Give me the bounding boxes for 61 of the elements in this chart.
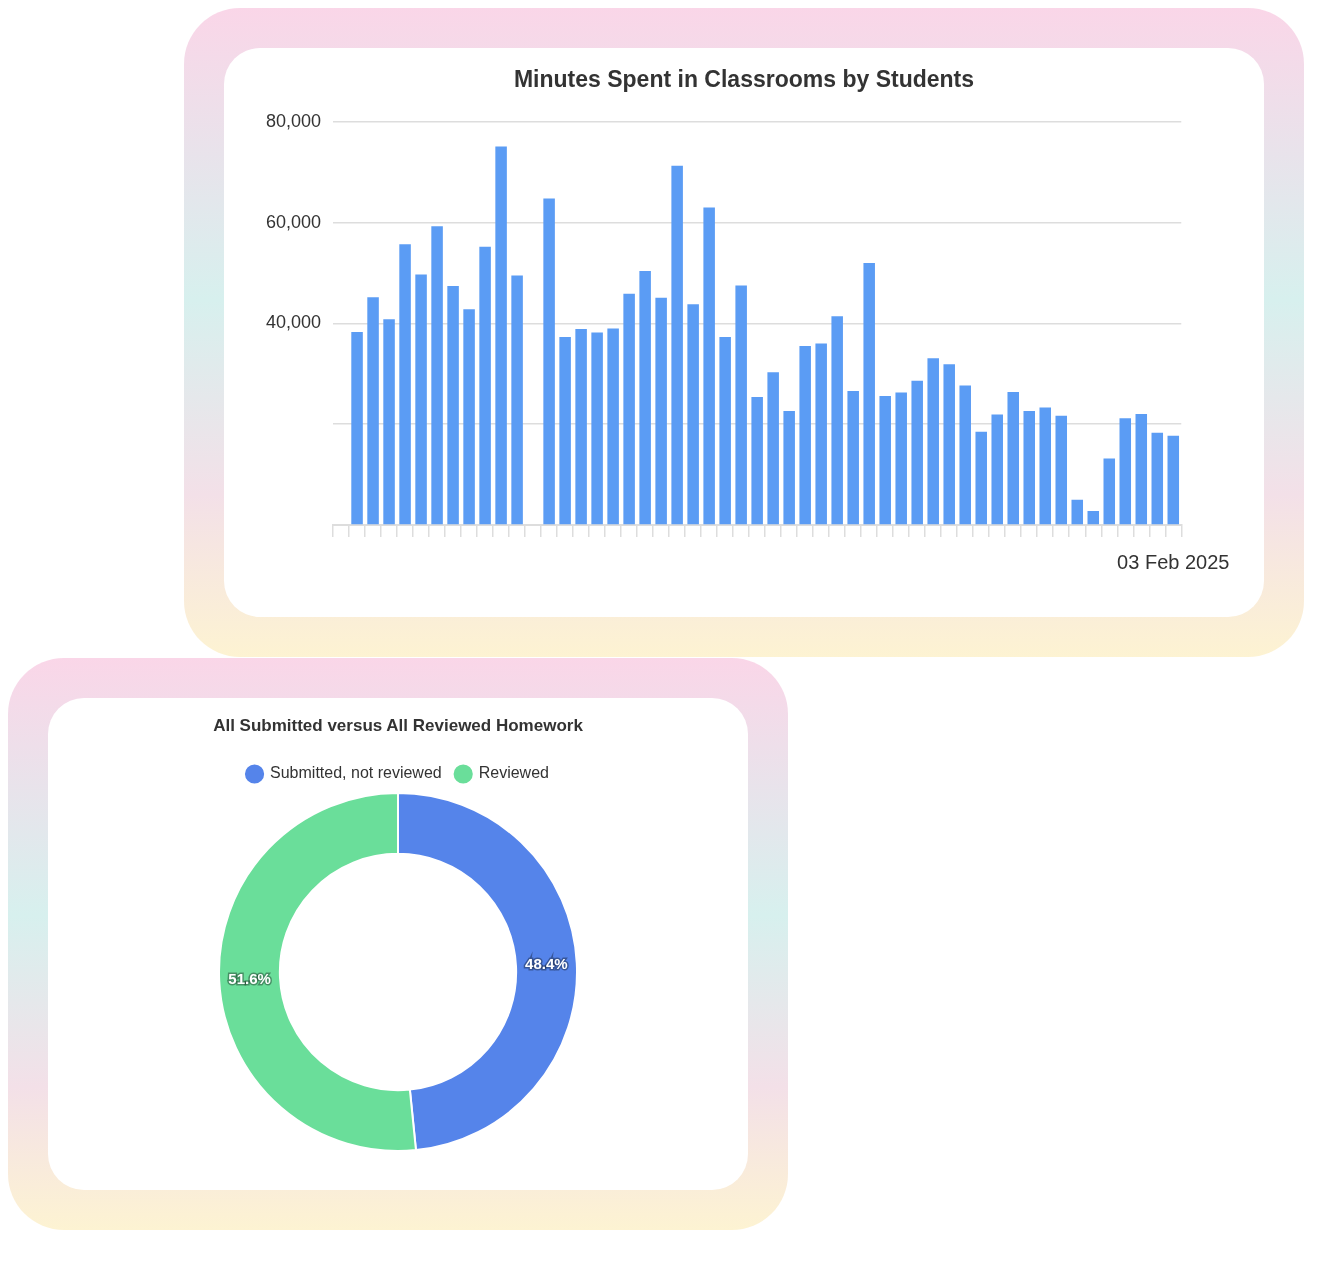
y-tick-label: 80,000 bbox=[265, 110, 322, 131]
bar bbox=[351, 331, 363, 525]
bar bbox=[735, 285, 747, 525]
bar bbox=[463, 309, 475, 525]
bar bbox=[639, 270, 651, 525]
bar bbox=[607, 328, 619, 525]
y-tick-label: 40,000 bbox=[265, 312, 322, 333]
bar bbox=[543, 198, 555, 525]
bar bbox=[623, 293, 635, 525]
legend-label: Submitted, not reviewed bbox=[270, 764, 442, 782]
bar bbox=[1007, 391, 1019, 525]
bar bbox=[447, 286, 459, 525]
bar bbox=[1071, 499, 1084, 525]
bar bbox=[847, 390, 859, 525]
chart-title: Minutes Spent in Classrooms by Students bbox=[512, 66, 976, 93]
bar bbox=[575, 328, 587, 525]
bar bbox=[943, 364, 955, 525]
bar bbox=[495, 146, 507, 525]
bar bbox=[959, 385, 971, 525]
bar bbox=[767, 372, 779, 525]
bar bbox=[511, 275, 523, 525]
bar bbox=[591, 332, 603, 525]
bar bbox=[703, 207, 715, 525]
bar bbox=[383, 319, 395, 525]
data-label: 48.4% bbox=[525, 954, 568, 972]
bar bbox=[559, 337, 571, 525]
bar bbox=[367, 297, 379, 525]
bar bbox=[1087, 510, 1100, 525]
bar bbox=[991, 414, 1003, 525]
x-tick-label: 03 Feb 2025 bbox=[1117, 550, 1230, 573]
bar bbox=[911, 380, 923, 525]
bar bbox=[799, 346, 811, 525]
bar bbox=[975, 431, 987, 525]
bar bbox=[687, 304, 699, 525]
bar bbox=[1055, 415, 1068, 525]
bar bbox=[479, 246, 491, 525]
bar bbox=[719, 337, 731, 525]
bar bbox=[655, 297, 667, 525]
bar bbox=[815, 343, 827, 525]
bar bbox=[831, 316, 843, 525]
data-label: 51.6% bbox=[228, 969, 271, 987]
bar bbox=[671, 165, 683, 525]
bar bbox=[399, 244, 411, 525]
bar bbox=[927, 358, 939, 525]
bar bbox=[751, 396, 763, 525]
legend-label: Reviewed bbox=[478, 764, 549, 782]
bar bbox=[1023, 411, 1035, 525]
bar bbox=[1167, 435, 1180, 525]
bar bbox=[1103, 458, 1116, 525]
bar bbox=[879, 395, 891, 525]
bar bbox=[1039, 407, 1051, 525]
bar bbox=[1135, 414, 1148, 525]
bar bbox=[415, 274, 427, 525]
bar bbox=[895, 392, 907, 525]
bar bbox=[863, 262, 875, 525]
bar bbox=[783, 411, 795, 525]
chart-title: All Submitted versus All Reviewed Homework bbox=[212, 716, 584, 736]
y-tick-label: 60,000 bbox=[265, 211, 322, 232]
bar bbox=[1119, 418, 1132, 525]
bar bbox=[1151, 432, 1164, 525]
bar bbox=[431, 226, 443, 525]
